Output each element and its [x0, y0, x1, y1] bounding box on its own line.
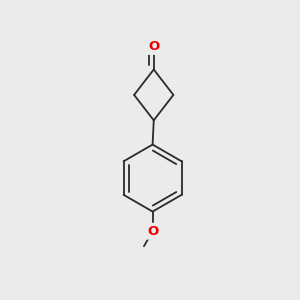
- Text: O: O: [147, 225, 158, 238]
- Text: O: O: [148, 40, 159, 53]
